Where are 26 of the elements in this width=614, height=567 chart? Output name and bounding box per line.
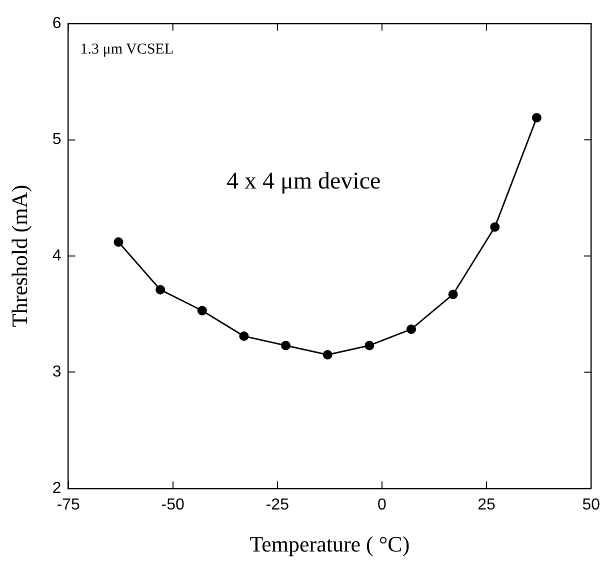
point [281,340,291,350]
x-tick-label: 25 [478,496,496,514]
x-tick-label: -50 [161,496,185,514]
point [490,222,500,232]
annotation: 1.3 μm VCSEL [80,42,174,58]
y-axis-title: Threshold (mA) [6,184,32,328]
x-tick-label: 0 [378,496,387,514]
point [406,324,416,334]
point [114,237,124,247]
annotation: 4 x 4 μm device [226,168,381,195]
y-tick-label: 6 [52,15,62,32]
point [448,290,458,300]
point [197,306,207,316]
point [532,112,542,122]
x-axis-title: Temperature ( °C) [250,532,410,557]
y-tick-label: 3 [52,364,62,381]
y-tick-label: 4 [52,247,62,264]
point [364,340,374,350]
y-tick-label: 2 [52,480,62,497]
x-tick-label: -75 [56,496,80,514]
point [322,350,332,360]
point [156,284,166,294]
y-tick-label: 5 [52,131,62,148]
point [239,331,249,341]
x-tick-label: -25 [266,496,290,514]
x-tick-label: 50 [582,496,600,514]
